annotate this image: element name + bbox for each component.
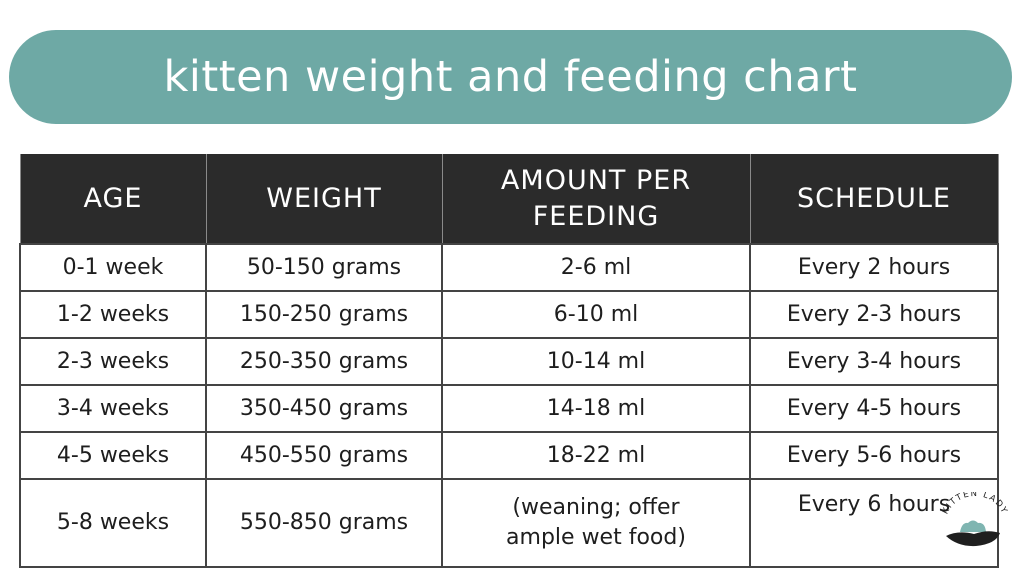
cell-amount: 6-10 ml [441, 290, 751, 339]
header-schedule: SCHEDULE [749, 154, 999, 244]
cell-age: 3-4 weeks [19, 384, 207, 433]
chart-title: kitten weight and feeding chart [163, 52, 858, 102]
table-row: 3-4 weeks 350-450 grams 14-18 ml Every 4… [19, 384, 999, 433]
cell-weight: 350-450 grams [205, 384, 443, 433]
cell-schedule: Every 2-3 hours [749, 290, 999, 339]
table-header-row: AGE WEIGHT AMOUNT PER FEEDING SCHEDULE [19, 154, 999, 244]
cell-schedule: Every 5-6 hours [749, 431, 999, 480]
cell-amount: 14-18 ml [441, 384, 751, 433]
cell-age: 4-5 weeks [19, 431, 207, 480]
header-age: AGE [19, 154, 207, 244]
cell-amount: 18-22 ml [441, 431, 751, 480]
cell-amount: 2-6 ml [441, 243, 751, 292]
cell-amount: 10-14 ml [441, 337, 751, 386]
title-banner: kitten weight and feeding chart [9, 30, 1012, 124]
feeding-table: AGE WEIGHT AMOUNT PER FEEDING SCHEDULE 0… [19, 154, 999, 568]
cell-weight: 450-550 grams [205, 431, 443, 480]
cell-schedule: Every 6 hours [749, 478, 999, 568]
logo-text: KITTEN LADY [941, 492, 1010, 516]
table-row: 2-3 weeks 250-350 grams 10-14 ml Every 3… [19, 337, 999, 386]
header-weight: WEIGHT [205, 154, 443, 244]
cell-age: 1-2 weeks [19, 290, 207, 339]
table-row: 0-1 week 50-150 grams 2-6 ml Every 2 hou… [19, 243, 999, 292]
cell-schedule: Every 2 hours [749, 243, 999, 292]
kitten-lady-logo-icon: KITTEN LADY [941, 492, 1010, 547]
kitten-shape [960, 520, 986, 532]
cell-weight: 50-150 grams [205, 243, 443, 292]
header-amount-per-feeding: AMOUNT PER FEEDING [441, 154, 751, 244]
cell-age: 5-8 weeks [19, 478, 207, 568]
hand-shape [946, 531, 1000, 547]
table-row: 4-5 weeks 450-550 grams 18-22 ml Every 5… [19, 431, 999, 480]
cell-weight: 550-850 grams [205, 478, 443, 568]
table-row: 1-2 weeks 150-250 grams 6-10 ml Every 2-… [19, 290, 999, 339]
cell-age: 0-1 week [19, 243, 207, 292]
cell-weight: 250-350 grams [205, 337, 443, 386]
table-row: 5-8 weeks 550-850 grams (weaning; offer … [19, 478, 999, 568]
cell-age: 2-3 weeks [19, 337, 207, 386]
cell-schedule: Every 4-5 hours [749, 384, 999, 433]
cell-amount: (weaning; offer ample wet food) [441, 478, 751, 568]
cell-weight: 150-250 grams [205, 290, 443, 339]
cell-schedule: Every 3-4 hours [749, 337, 999, 386]
